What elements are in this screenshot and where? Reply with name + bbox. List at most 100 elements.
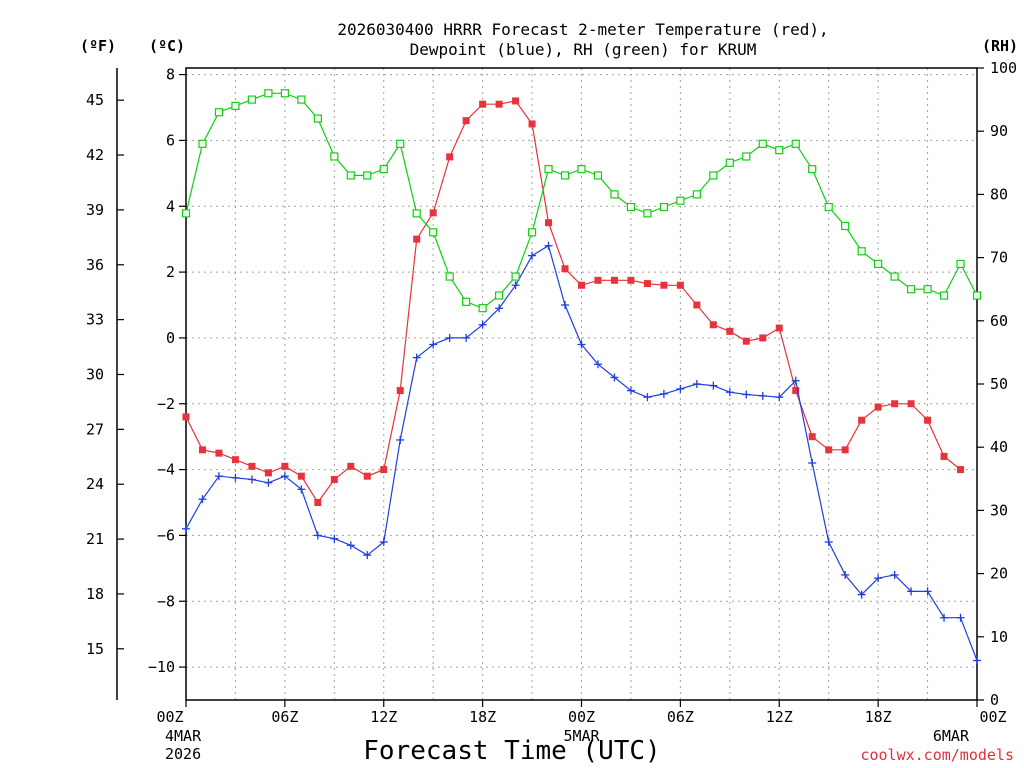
temperature-point (281, 462, 289, 470)
rh-point (775, 146, 784, 155)
rh-point (824, 202, 833, 212)
dewpoint-point (775, 393, 784, 402)
fahrenheit-tick-label: 33 (86, 311, 104, 329)
dewpoint-point (462, 333, 471, 342)
rh-point (346, 171, 355, 180)
temperature-point (198, 446, 206, 454)
temperature-point (264, 469, 272, 477)
fahrenheit-tick-label: 27 (86, 420, 104, 438)
rh-point (264, 89, 273, 98)
rh-point (758, 139, 767, 148)
rh-point (857, 247, 866, 256)
temperature-point (676, 281, 684, 289)
rh-point (214, 108, 224, 117)
dewpoint-point (791, 376, 800, 385)
rh-point (956, 259, 965, 269)
temperature-point (709, 321, 717, 329)
rh-point (478, 304, 487, 313)
dewpoint-point (264, 478, 273, 487)
fahrenheit-tick-label: 15 (86, 640, 104, 658)
rh-point (906, 285, 916, 294)
temperature-point (462, 117, 470, 125)
rh-tick-label: 40 (990, 438, 1008, 456)
dewpoint-point (824, 538, 833, 546)
rh-tick-label: 70 (990, 249, 1008, 267)
rh-point (313, 114, 322, 123)
celsius-tick-label: 6 (166, 131, 175, 149)
rh-point (972, 291, 982, 300)
celsius-tick-label: 8 (166, 66, 175, 84)
fahrenheit-unit-label: (ºF) (80, 37, 116, 55)
temperature-point (594, 276, 602, 284)
axes: 86420−2−4−6−8−10454239363330272421181510… (86, 59, 1017, 763)
rh-point (462, 297, 471, 306)
rh-point (890, 272, 899, 281)
fahrenheit-tick-label: 45 (86, 91, 104, 109)
dewpoint-point (874, 574, 883, 583)
temperature-point (825, 446, 833, 454)
x-tick-label: 12Z (370, 708, 397, 726)
rh-point (742, 152, 751, 161)
rh-point (709, 171, 718, 180)
temperature-point (495, 100, 503, 108)
dewpoint-point (445, 333, 454, 342)
dewpoint-point (247, 475, 256, 484)
dewpoint-point (940, 613, 949, 622)
rh-tick-label: 0 (990, 691, 999, 709)
temperature-point (841, 446, 849, 454)
dewpoint-point (379, 538, 388, 546)
temperature-point (726, 327, 734, 335)
celsius-unit-label: (ºC) (149, 37, 185, 55)
rh-point (544, 165, 553, 174)
rh-point (412, 209, 421, 218)
dewpoint-point (412, 353, 421, 362)
dewpoint-point (577, 340, 586, 349)
rh-point (429, 228, 438, 237)
celsius-tick-label: −10 (148, 658, 175, 676)
dewpoint-point (528, 251, 537, 260)
temperature-point (446, 153, 454, 161)
temperature-point (759, 334, 767, 342)
temperature-point (182, 413, 190, 421)
dewpoint-point (659, 389, 668, 398)
chart-title-line-2: Dewpoint (blue), RH (green) for KRUM (410, 40, 757, 59)
temperature-point (545, 219, 553, 227)
dewpoint-point (280, 472, 289, 481)
fahrenheit-tick-label: 42 (86, 146, 104, 164)
dewpoint-point (429, 340, 438, 349)
rh-point (593, 171, 603, 180)
temperature-point (891, 400, 899, 408)
rh-point (495, 291, 504, 300)
temperature-point (957, 466, 965, 474)
labels: 2026030400 HRRR Forecast 2-meter Tempera… (80, 20, 1018, 766)
dewpoint-point (561, 301, 570, 309)
temperature-point (314, 499, 322, 506)
rh-point (725, 158, 734, 167)
fahrenheit-tick-label: 24 (86, 475, 104, 493)
rh-tick-label: 100 (990, 59, 1017, 77)
dewpoint-point (907, 587, 916, 596)
celsius-tick-label: −8 (157, 592, 175, 610)
dewpoint-point (363, 551, 372, 560)
temperature-point (874, 403, 882, 411)
temperature-point (660, 281, 668, 289)
temperature-point (858, 416, 866, 424)
rh-point (445, 272, 454, 281)
rh-tick-label: 30 (990, 501, 1008, 519)
temperature-point (792, 387, 800, 395)
rh-point (874, 259, 883, 269)
dewpoint-point (808, 459, 817, 467)
dewpoint-point (956, 613, 965, 622)
temperature-point (512, 97, 520, 105)
temperature-point (215, 449, 223, 457)
temperature-point (396, 387, 404, 395)
temperature-point (231, 456, 239, 464)
temperature-point (627, 276, 635, 284)
dewpoint-point (923, 587, 932, 596)
rh-tick-label: 80 (990, 185, 1008, 203)
rh-point (231, 101, 240, 111)
dewpoint-point (297, 485, 306, 494)
rh-tick-label: 20 (990, 565, 1008, 583)
rh-point (808, 165, 817, 174)
x-tick-date-label: 2026 (165, 745, 201, 763)
